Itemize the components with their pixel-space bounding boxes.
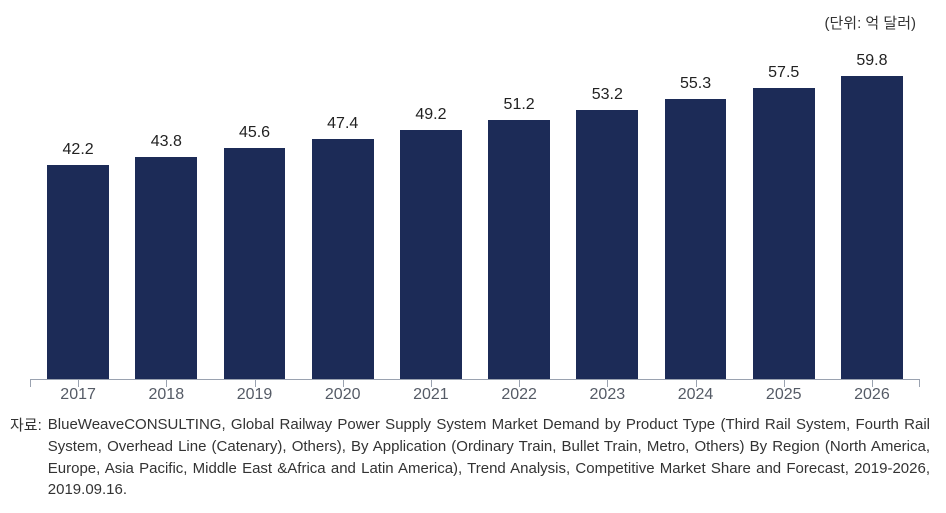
bar-slot: 59.8: [828, 50, 916, 379]
bar: [753, 88, 815, 379]
bar-slot: 51.2: [475, 50, 563, 379]
bar-chart: 42.2 43.8 45.6 47.4 49.2 51.2 53.2 55.3 57.5 59.8…: [30, 50, 920, 410]
x-axis-label: 2019: [210, 386, 298, 404]
bar-value-label: 49.2: [415, 106, 446, 124]
bar: [224, 148, 286, 379]
x-axis-label: 2021: [387, 386, 475, 404]
source-text: BlueWeaveCONSULTING, Global Railway Powe…: [48, 414, 930, 501]
x-axis-label: 2020: [299, 386, 387, 404]
bar-slot: 53.2: [563, 50, 651, 379]
bar: [400, 130, 462, 379]
bar: [312, 139, 374, 379]
x-axis-label: 2017: [34, 386, 122, 404]
bar-slot: 49.2: [387, 50, 475, 379]
bar-slot: 45.6: [210, 50, 298, 379]
bar-slot: 57.5: [740, 50, 828, 379]
bar: [576, 110, 638, 379]
bar-value-label: 57.5: [768, 64, 799, 82]
x-axis-label: 2024: [651, 386, 739, 404]
bar: [135, 157, 197, 379]
bar-value-label: 55.3: [680, 75, 711, 93]
bar-value-label: 47.4: [327, 115, 358, 133]
x-axis-label: 2026: [828, 386, 916, 404]
x-axis-label: 2023: [563, 386, 651, 404]
bar-slot: 42.2: [34, 50, 122, 379]
bar-value-label: 43.8: [151, 133, 182, 151]
source-prefix: 자료:: [10, 414, 48, 435]
bar: [841, 76, 903, 379]
unit-label: (단위: 억 달러): [825, 12, 917, 33]
bar-slot: 43.8: [122, 50, 210, 379]
bar-value-label: 59.8: [856, 52, 887, 70]
source-citation: 자료: BlueWeaveCONSULTING, Global Railway …: [10, 414, 930, 501]
bar-slot: 55.3: [651, 50, 739, 379]
x-axis-label: 2025: [740, 386, 828, 404]
bar-value-label: 42.2: [63, 141, 94, 159]
bar: [488, 120, 550, 379]
bar-value-label: 45.6: [239, 124, 270, 142]
bar: [47, 165, 109, 379]
bar-value-label: 51.2: [504, 96, 535, 114]
x-axis-label: 2018: [122, 386, 210, 404]
x-axis-label: 2022: [475, 386, 563, 404]
chart-plot: 42.2 43.8 45.6 47.4 49.2 51.2 53.2 55.3 57.5 59.8: [30, 50, 920, 380]
x-axis: 2017201820192020202120222023202420252026: [30, 386, 920, 404]
bar: [665, 99, 727, 379]
bar-value-label: 53.2: [592, 86, 623, 104]
bar-slot: 47.4: [299, 50, 387, 379]
